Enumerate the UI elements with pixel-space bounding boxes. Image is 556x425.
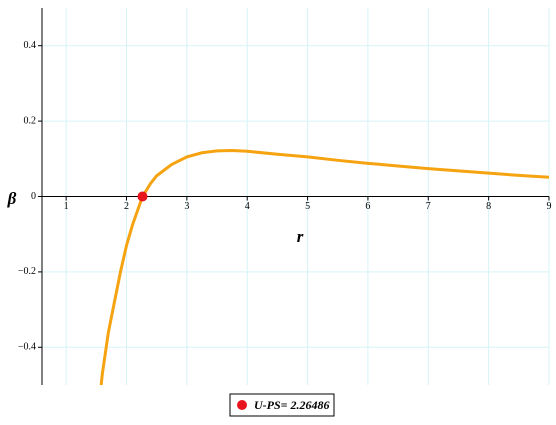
y-tick-label: 0 [31, 191, 36, 202]
y-tick-label: 0.4 [24, 40, 37, 51]
line [99, 149, 550, 386]
legend-box [229, 393, 335, 417]
x-axis-title: r [297, 227, 304, 246]
legend-symbol [237, 400, 247, 410]
x-tick-label: 1 [64, 201, 69, 212]
x-tick-label: 9 [547, 201, 552, 212]
x-tick-label: 6 [365, 201, 370, 212]
x-tick-label: 8 [486, 201, 491, 212]
y-tick-label: −0.2 [18, 266, 36, 277]
y-tick-label: −0.4 [18, 342, 36, 353]
x-tick-label: 4 [245, 201, 250, 212]
marker-point [137, 191, 148, 202]
legend-label: U-PS= 2.26486 [254, 398, 330, 412]
x-tick-label: 5 [305, 201, 310, 212]
x-tick-label: 7 [426, 201, 431, 212]
x-tick-label: 3 [184, 201, 189, 212]
y-axis-title: β [7, 189, 17, 208]
x-tick-label: 2 [124, 201, 129, 212]
y-tick-label: 0.2 [24, 115, 37, 126]
